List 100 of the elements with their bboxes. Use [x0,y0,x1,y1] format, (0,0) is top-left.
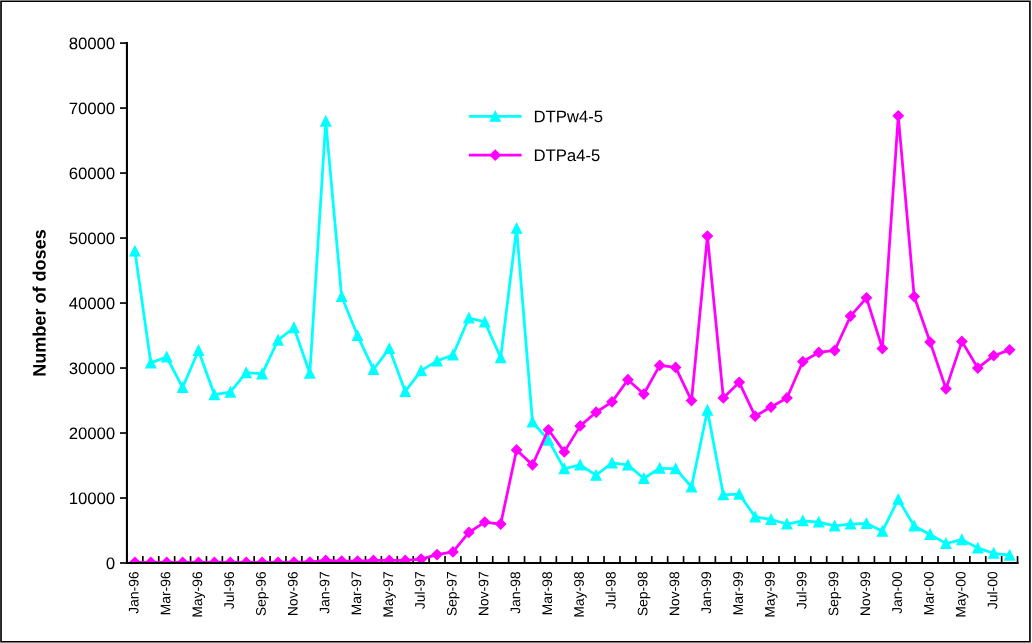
point [336,290,348,303]
point [495,518,507,530]
x-tick-label: Jul-97 [414,572,425,609]
x-tick-label: May-97 [383,572,396,617]
x-tick-label: Jul-00 [987,571,998,609]
point [463,312,475,324]
x-tick-label: Jul-96 [223,571,235,609]
point [606,396,618,408]
y-tick-label: 50000 [69,232,115,245]
point [447,349,459,361]
point [972,542,984,554]
x-tick-label: Jan-99 [701,572,712,614]
x-tick-label: May-98 [574,571,587,617]
point [654,462,666,474]
point [956,534,968,546]
point [765,513,777,526]
point [638,472,650,485]
x-tick-label: Nov-96 [287,571,298,615]
point [654,359,666,372]
point [813,346,825,359]
point [177,381,189,394]
x-tick-label: Jan-98 [510,571,521,614]
x-tick-label: Mar-97 [351,572,362,615]
point [892,493,904,505]
point [606,457,618,469]
y-tick-label: 0 [106,557,115,570]
point [797,355,809,368]
point [892,110,904,122]
point [940,383,952,395]
legend-label: DTPw4-5 [534,110,603,123]
point [717,489,729,501]
x-tick-label: May-96 [192,571,205,617]
point [860,517,873,529]
point [685,394,698,407]
point [670,361,682,373]
point [526,416,539,428]
point [208,389,220,401]
x-tick-label: Nov-97 [478,572,489,615]
point [383,342,395,355]
point [590,406,602,418]
point [622,459,634,471]
point [1003,344,1016,356]
point [733,488,745,500]
y-tick-label: 70000 [69,102,115,115]
y-tick-label: 40000 [69,297,115,310]
point [129,245,141,257]
point [797,515,809,527]
x-tick-label: Jul-99 [796,572,807,609]
point [988,350,1000,362]
x-tick-label: Sep-97 [446,572,460,616]
y-tick-label: 10000 [70,492,115,505]
point [558,463,570,475]
point [844,310,857,322]
point [542,424,554,436]
x-tick-label: Jan-97 [319,572,330,614]
point [829,520,841,532]
point [511,222,523,234]
x-tick-label: Nov-98 [669,571,680,615]
point [192,344,205,357]
point [733,376,745,388]
point [988,547,1000,559]
point [574,459,586,471]
x-tick-label: Jan-00 [892,571,902,614]
point [558,446,570,458]
point [701,404,713,416]
point [701,230,714,242]
y-tick-label: 60000 [69,167,115,180]
point [908,520,920,532]
point [749,511,761,523]
point [161,351,173,363]
point [622,374,634,386]
point [638,388,650,400]
point [256,368,268,380]
x-tick-label: Mar-00 [923,571,934,615]
point [845,518,857,530]
point [685,481,698,493]
point [956,335,968,347]
point [813,516,825,528]
y-axis-title: Number of doses [32,230,46,376]
point [924,528,936,540]
point [590,469,602,481]
point [876,525,888,537]
point [224,386,236,398]
x-tick-label: May-00 [955,571,969,617]
point [574,420,586,432]
x-tick-label: May-99 [764,572,778,617]
point [526,459,539,471]
x-tick-label: Sep-98 [637,571,651,616]
point [781,518,793,530]
point [908,290,920,303]
point [749,410,761,422]
x-tick-label: Jan-96 [128,571,139,614]
x-tick-label: Mar-96 [160,571,171,615]
point [924,336,936,348]
point [351,329,364,342]
point [288,322,300,334]
point [972,362,984,374]
point [431,548,443,561]
point [145,357,157,369]
point [240,367,252,379]
